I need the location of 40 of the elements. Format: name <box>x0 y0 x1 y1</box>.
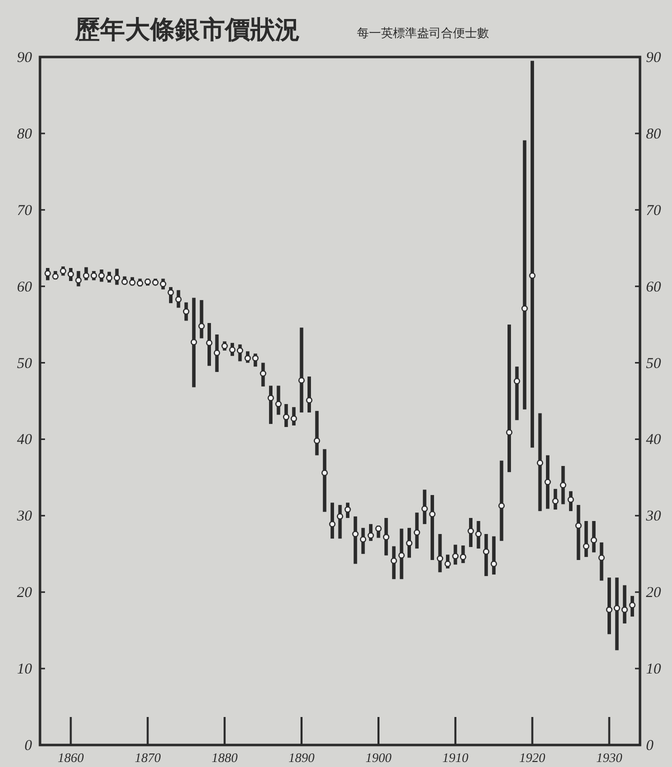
y2-tick-label: 0 <box>646 738 654 754</box>
y-tick-label: 70 <box>17 202 32 219</box>
y-tick-label: 90 <box>17 50 32 66</box>
x-tick-label: 1860 <box>58 750 84 765</box>
bar <box>430 495 434 560</box>
y-tick-label: 80 <box>17 126 32 142</box>
y-tick-label: 30 <box>16 508 32 525</box>
chart-subtitle: 每一英標準盎司合便士數 <box>357 26 489 40</box>
bar <box>615 578 619 650</box>
x-tick-label: 1900 <box>365 750 392 765</box>
y-tick-label: 10 <box>17 662 32 678</box>
x-tick-label: 1890 <box>288 750 316 765</box>
bar <box>530 60 534 448</box>
x-tick-label: 1910 <box>442 750 469 765</box>
y2-tick-label: 40 <box>646 432 662 448</box>
y2-tick-label: 30 <box>645 508 662 525</box>
y-tick-label: 0 <box>24 738 32 754</box>
bar <box>546 455 550 509</box>
y2-tick-label: 60 <box>646 279 662 296</box>
y2-tick-label: 90 <box>646 50 662 66</box>
bar <box>322 449 326 512</box>
y2-tick-label: 20 <box>646 585 662 602</box>
y2-tick-label: 10 <box>646 662 662 678</box>
y-tick-label: 60 <box>17 279 32 296</box>
y-tick-label: 40 <box>17 432 32 448</box>
bar <box>522 140 526 410</box>
chart-title: 歷年大條銀市價狀況 <box>74 15 300 44</box>
y2-tick-label: 80 <box>646 126 662 142</box>
x-tick-label: 1870 <box>134 750 162 765</box>
y2-tick-label: 70 <box>646 202 662 219</box>
y-tick-label: 50 <box>17 356 32 372</box>
bar <box>500 460 504 541</box>
y2-tick-label: 50 <box>646 356 662 372</box>
bar <box>300 328 304 412</box>
bar <box>508 324 511 472</box>
y-tick-label: 20 <box>17 585 32 602</box>
bar <box>192 298 196 388</box>
x-tick-label: 1880 <box>212 750 238 765</box>
x-tick-label: 1920 <box>519 750 546 765</box>
x-tick-label: 1930 <box>596 750 623 765</box>
